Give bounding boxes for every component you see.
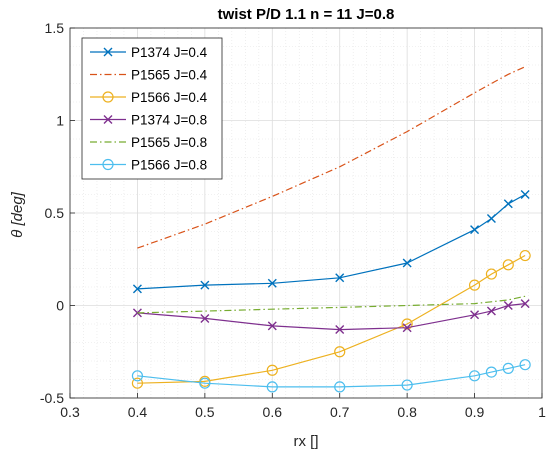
data-point-marker bbox=[486, 214, 496, 224]
y-tick-label: 1.5 bbox=[45, 20, 65, 36]
data-point-marker bbox=[470, 310, 480, 320]
legend-label: P1566 J=0.8 bbox=[131, 158, 207, 173]
chart-title: twist P/D 1.1 n = 11 J=0.8 bbox=[218, 6, 395, 23]
axes-frame bbox=[69, 27, 543, 399]
data-point-marker bbox=[401, 318, 413, 330]
data-point-marker bbox=[267, 278, 277, 288]
data-point-marker bbox=[103, 115, 113, 124]
legend-label: P1566 J=0.4 bbox=[131, 90, 208, 105]
chart-legend: P1374 J=0.4 P1565 J=0.4 P1566 J=0.4 P1374 J… bbox=[81, 37, 223, 180]
data-point-marker bbox=[402, 323, 412, 333]
y-tick-label: 0 bbox=[56, 298, 64, 314]
x-tick-label: 0.4 bbox=[128, 404, 148, 420]
series-line bbox=[137, 66, 526, 249]
y-tick-label: -0.5 bbox=[40, 390, 64, 406]
data-point-marker bbox=[102, 158, 114, 171]
legend-entry: P1374 J=0.4 bbox=[90, 45, 208, 60]
data-point-marker bbox=[502, 259, 514, 271]
series-1 bbox=[132, 190, 530, 294]
y-tick-label: 0.5 bbox=[45, 205, 65, 221]
data-point-marker bbox=[200, 313, 210, 323]
data-point-marker bbox=[103, 47, 113, 57]
series-line bbox=[137, 295, 526, 314]
data-point-marker bbox=[468, 370, 481, 382]
data-point-marker bbox=[267, 321, 277, 331]
data-point-marker bbox=[200, 280, 210, 290]
data-point-marker bbox=[502, 362, 514, 374]
y-tick-label: 1 bbox=[56, 113, 64, 129]
legend-entry: P1566 J=0.4 bbox=[90, 90, 208, 105]
series-4 bbox=[132, 299, 530, 335]
data-point-marker bbox=[486, 306, 496, 316]
legend-label: P1565 J=0.4 bbox=[131, 68, 208, 83]
series-3 bbox=[131, 249, 531, 389]
data-point-marker bbox=[503, 301, 513, 310]
data-point-marker bbox=[520, 299, 530, 309]
data-point-marker bbox=[102, 91, 114, 103]
legend-box bbox=[81, 37, 223, 180]
data-point-marker bbox=[266, 364, 278, 376]
data-point-marker bbox=[485, 268, 498, 280]
data-point-marker bbox=[520, 190, 530, 199]
data-point-marker bbox=[334, 346, 346, 358]
data-point-marker bbox=[334, 381, 346, 393]
series-line bbox=[137, 254, 526, 384]
series-6 bbox=[131, 359, 531, 393]
series-5 bbox=[137, 295, 526, 314]
legend-label: P1565 J=0.8 bbox=[131, 135, 207, 150]
data-point-marker bbox=[402, 258, 412, 268]
legend-entry: P1565 J=0.8 bbox=[90, 135, 207, 150]
series-2 bbox=[137, 66, 526, 249]
x-tick-label: 0.7 bbox=[330, 404, 350, 420]
legend-entry: P1566 J=0.8 bbox=[90, 158, 207, 173]
y-axis-label: θ [deg] bbox=[9, 191, 26, 237]
data-point-marker bbox=[335, 325, 345, 335]
data-point-marker bbox=[519, 249, 531, 262]
x-tick-label: 0.3 bbox=[60, 404, 80, 420]
legend-label: P1374 J=0.8 bbox=[131, 113, 207, 128]
x-tick-label: 1 bbox=[538, 404, 546, 420]
legend-entry: P1565 J=0.4 bbox=[90, 68, 208, 83]
data-point-marker bbox=[503, 199, 513, 209]
data-point-marker bbox=[131, 377, 144, 389]
data-point-marker bbox=[470, 225, 480, 235]
x-tick-label: 0.8 bbox=[397, 404, 417, 420]
data-point-marker bbox=[132, 284, 142, 294]
data-point-marker bbox=[519, 359, 531, 371]
x-tick-label: 0.9 bbox=[465, 404, 485, 420]
legend-entry: P1374 J=0.8 bbox=[90, 113, 207, 128]
data-point-marker bbox=[266, 381, 278, 393]
series-line bbox=[137, 364, 526, 388]
x-axis-label: rx [] bbox=[294, 433, 319, 450]
x-tick-label: 0.5 bbox=[195, 404, 215, 420]
data-point-marker bbox=[485, 366, 498, 378]
data-point-marker bbox=[335, 273, 345, 283]
data-point-marker bbox=[131, 370, 144, 382]
data-point-marker bbox=[468, 279, 481, 291]
data-point-marker bbox=[401, 379, 413, 391]
x-tick-label: 0.6 bbox=[263, 404, 283, 420]
data-point-marker bbox=[199, 377, 211, 389]
legend-label: P1374 J=0.4 bbox=[131, 45, 208, 60]
